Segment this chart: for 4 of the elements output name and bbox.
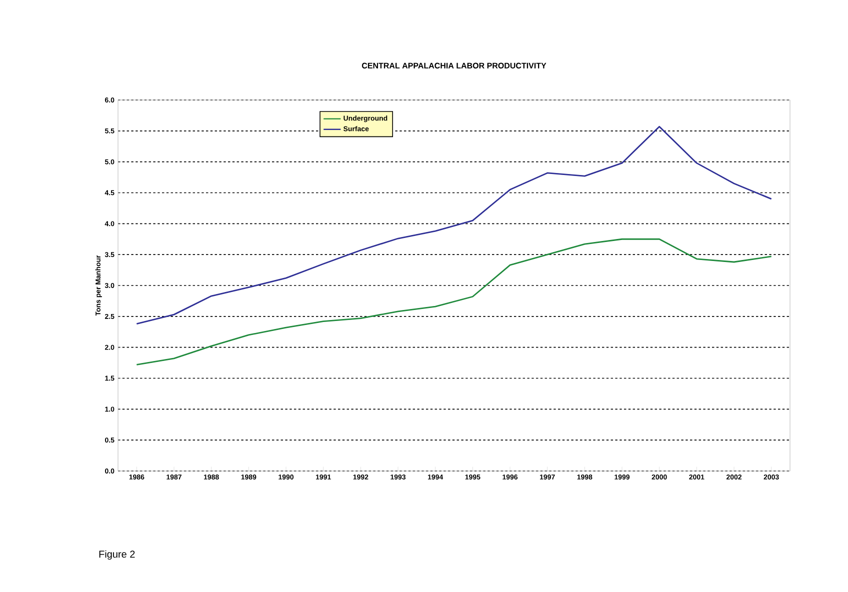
chart-title: CENTRAL APPALACHIA LABOR PRODUCTIVITY	[362, 62, 546, 68]
line-series	[136, 238, 772, 366]
line-series	[136, 126, 772, 325]
caption: Figure 2	[99, 550, 135, 560]
